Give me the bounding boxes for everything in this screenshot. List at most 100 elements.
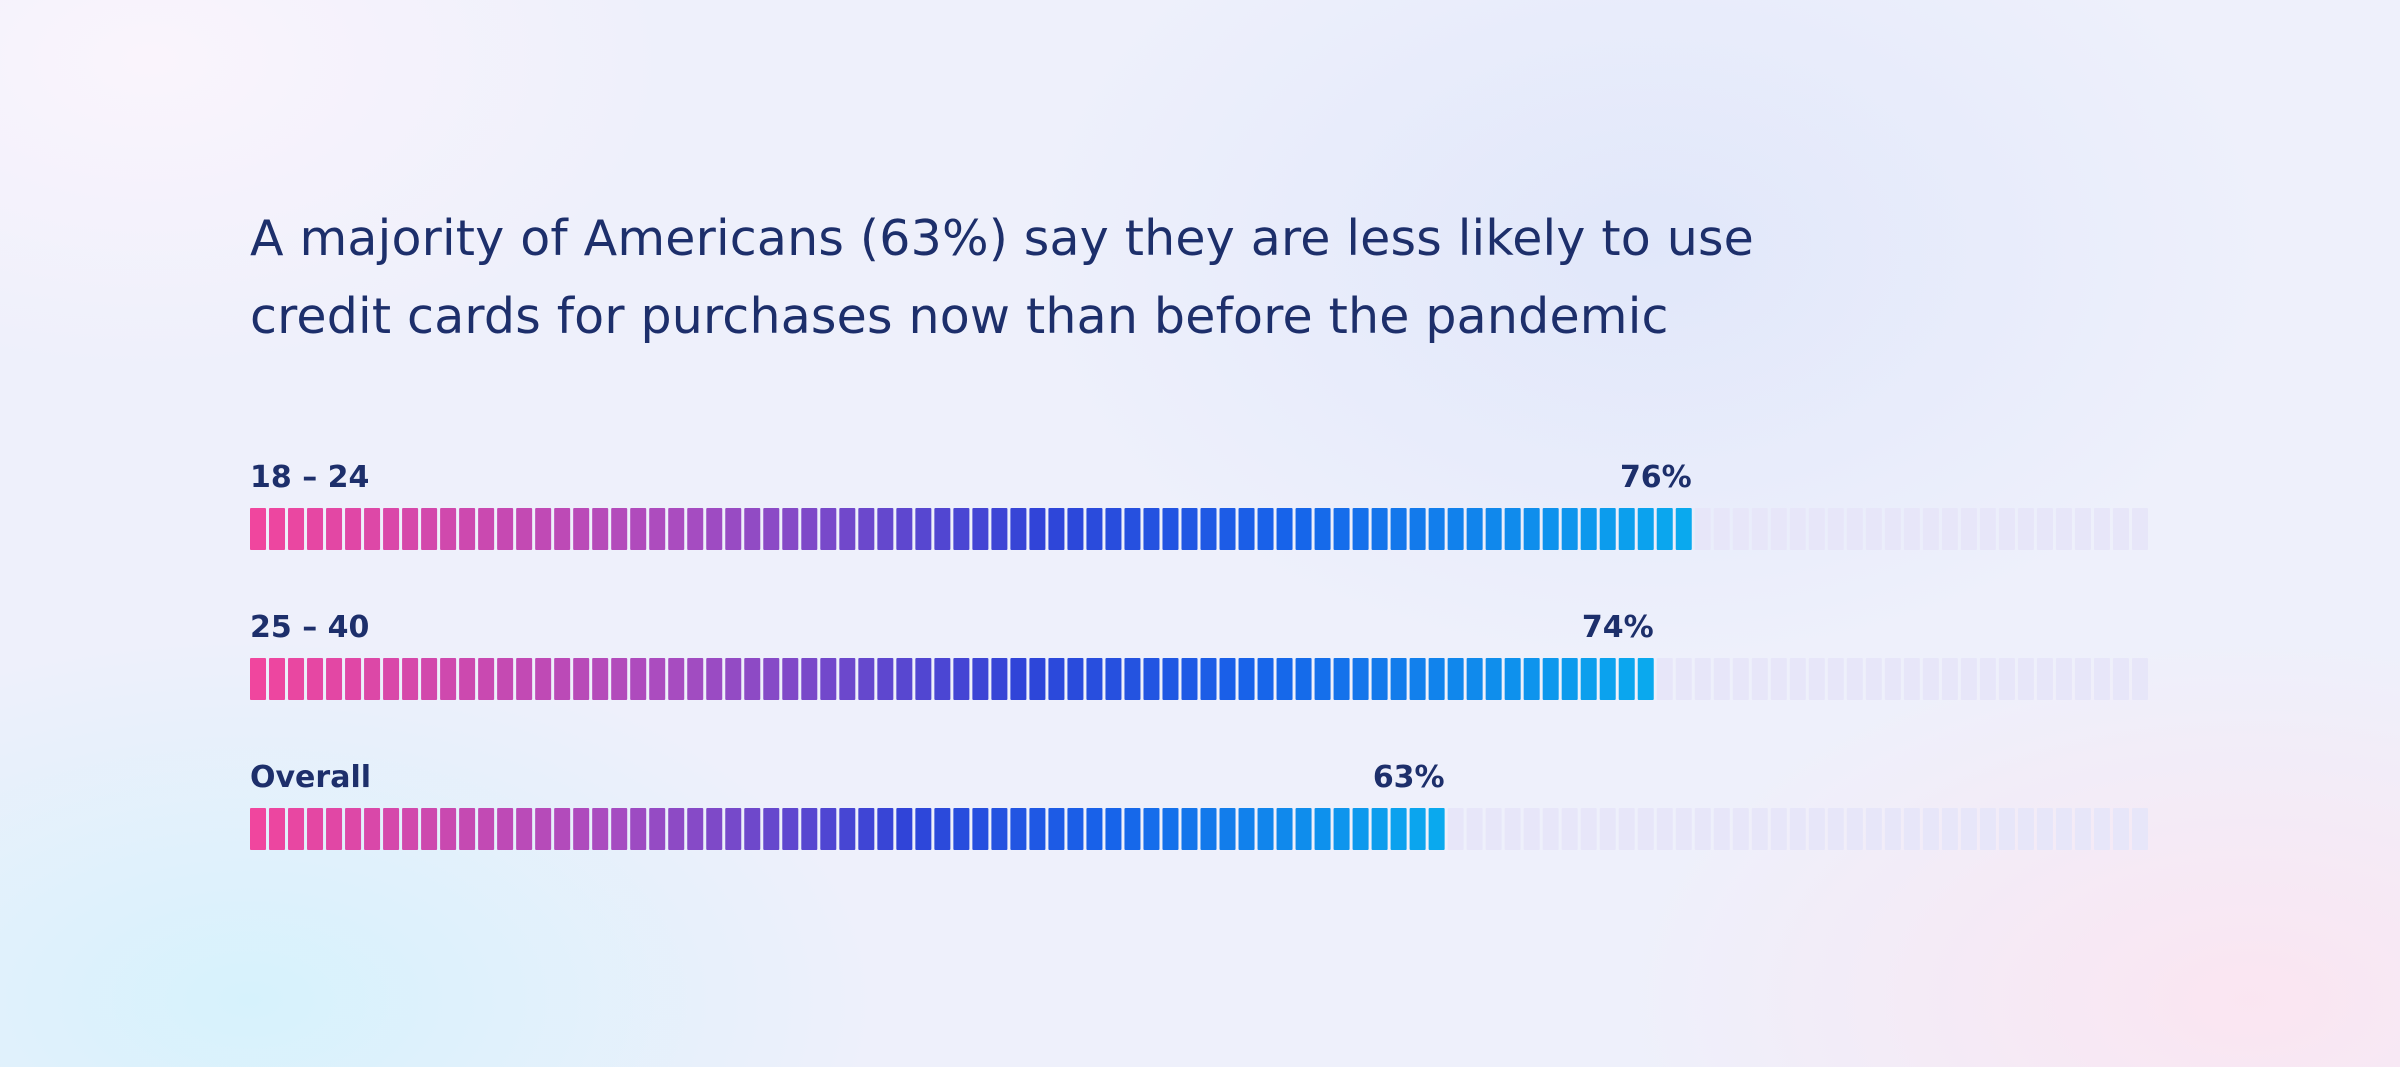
bar-segment-filled [839, 658, 856, 700]
bar-segment-empty [1561, 808, 1578, 850]
bar-segment-filled [1086, 658, 1103, 700]
bar-segment-empty [1713, 508, 1730, 550]
bar-segment-filled [1618, 658, 1635, 700]
bar-segment-filled [345, 658, 362, 700]
bar-segment-empty [1789, 808, 1806, 850]
bar-segment-filled [421, 808, 438, 850]
bar-segment-filled [687, 658, 704, 700]
bar-track [250, 508, 2148, 550]
bar-segment-filled [1523, 658, 1540, 700]
bar-segment-filled [1675, 508, 1692, 550]
bar-segment-filled [858, 508, 875, 550]
bar-segment-filled [1295, 658, 1312, 700]
bar-segment-filled [516, 808, 533, 850]
bar-segment-filled [1029, 808, 1046, 850]
bar-segment-filled [1143, 658, 1160, 700]
bar-segment-filled [611, 808, 628, 850]
bar-segment-filled [1124, 808, 1141, 850]
bar-segment-filled [744, 808, 761, 850]
bar-segment-filled [896, 808, 913, 850]
bar-segment-filled [1428, 658, 1445, 700]
bar-segment-filled [269, 508, 286, 550]
bar-segment-filled [421, 508, 438, 550]
bar-segment-filled [630, 808, 647, 850]
bar-segment-filled [459, 808, 476, 850]
bar-segment-filled [1067, 658, 1084, 700]
bar-segment-filled [725, 508, 742, 550]
bar-segment-filled [1637, 508, 1654, 550]
bar-segment-filled [858, 658, 875, 700]
bar-segment-empty [1504, 808, 1521, 850]
bar-segment-filled [1504, 658, 1521, 700]
bar-segment-filled [592, 808, 609, 850]
bar-segment-filled [611, 658, 628, 700]
bar-segment-empty [2131, 808, 2148, 850]
bar-row-overall: Overall 63% [250, 760, 2151, 850]
bar-segment-filled [364, 658, 381, 700]
bar-segment-empty [1694, 658, 1711, 700]
bar-segment-filled [402, 508, 419, 550]
bar-segment-empty [2074, 508, 2091, 550]
bar-segment-filled [1352, 508, 1369, 550]
bar-segment-empty [1789, 508, 1806, 550]
bar-segment-filled [573, 658, 590, 700]
bar-segment-empty [1960, 508, 1977, 550]
bar-segment-empty [1979, 658, 1996, 700]
bar-segment-filled [1029, 658, 1046, 700]
bar-segment-empty [2074, 658, 2091, 700]
bar-segment-empty [1789, 658, 1806, 700]
bar-segment-filled [668, 658, 685, 700]
bar-segment-filled [1504, 508, 1521, 550]
bar-segment-filled [1333, 508, 1350, 550]
bar-segment-filled [649, 808, 666, 850]
bar-segment-filled [497, 508, 514, 550]
bar-segment-filled [1124, 508, 1141, 550]
bar-segment-filled [953, 808, 970, 850]
bar-segment-filled [459, 508, 476, 550]
bar-segment-filled [364, 508, 381, 550]
bar-segment-filled [991, 658, 1008, 700]
bar-segment-filled [250, 658, 267, 700]
bar-segment-filled [1105, 508, 1122, 550]
bar-segment-filled [668, 508, 685, 550]
bar-segment-filled [1561, 508, 1578, 550]
bar-segment-filled [1371, 508, 1388, 550]
bar-segment-empty [1770, 658, 1787, 700]
bar-segment-empty [1922, 658, 1939, 700]
bar-segment-filled [326, 508, 343, 550]
bar-segment-filled [573, 508, 590, 550]
bar-segment-filled [896, 658, 913, 700]
chart-title: A majority of Americans (63%) say they a… [250, 200, 1950, 356]
bar-segment-filled [763, 508, 780, 550]
bar-segment-filled [1181, 808, 1198, 850]
bar-segment-filled [1428, 808, 1445, 850]
bar-segment-empty [1694, 808, 1711, 850]
bar-segment-empty [1979, 508, 1996, 550]
bar-segment-empty [1903, 508, 1920, 550]
chart-title-line-2: credit cards for purchases now than befo… [250, 288, 1669, 345]
bar-segment-filled [1409, 808, 1426, 850]
bar-segment-filled [1371, 658, 1388, 700]
bar-segment-empty [1827, 508, 1844, 550]
bar-segment-filled [820, 658, 837, 700]
bar-segment-filled [421, 658, 438, 700]
bar-segment-filled [592, 508, 609, 550]
bar-segment-filled [1219, 508, 1236, 550]
bar-segment-filled [535, 508, 552, 550]
bar-segment-empty [1903, 658, 1920, 700]
bar-segment-filled [535, 808, 552, 850]
bar-segment-filled [478, 508, 495, 550]
bar-segment-filled [934, 658, 951, 700]
bar-segment-filled [1124, 658, 1141, 700]
bar-segment-filled [820, 808, 837, 850]
bar-segment-filled [611, 508, 628, 550]
bar-segment-filled [915, 808, 932, 850]
bar-segment-filled [972, 508, 989, 550]
bar-segment-filled [915, 658, 932, 700]
bar-segment-empty [2055, 658, 2072, 700]
bar-segment-filled [573, 808, 590, 850]
bar-segment-filled [801, 658, 818, 700]
bar-segment-filled [1314, 508, 1331, 550]
bar-row-25-40: 25 – 40 74% [250, 610, 2151, 700]
bar-segment-filled [877, 508, 894, 550]
